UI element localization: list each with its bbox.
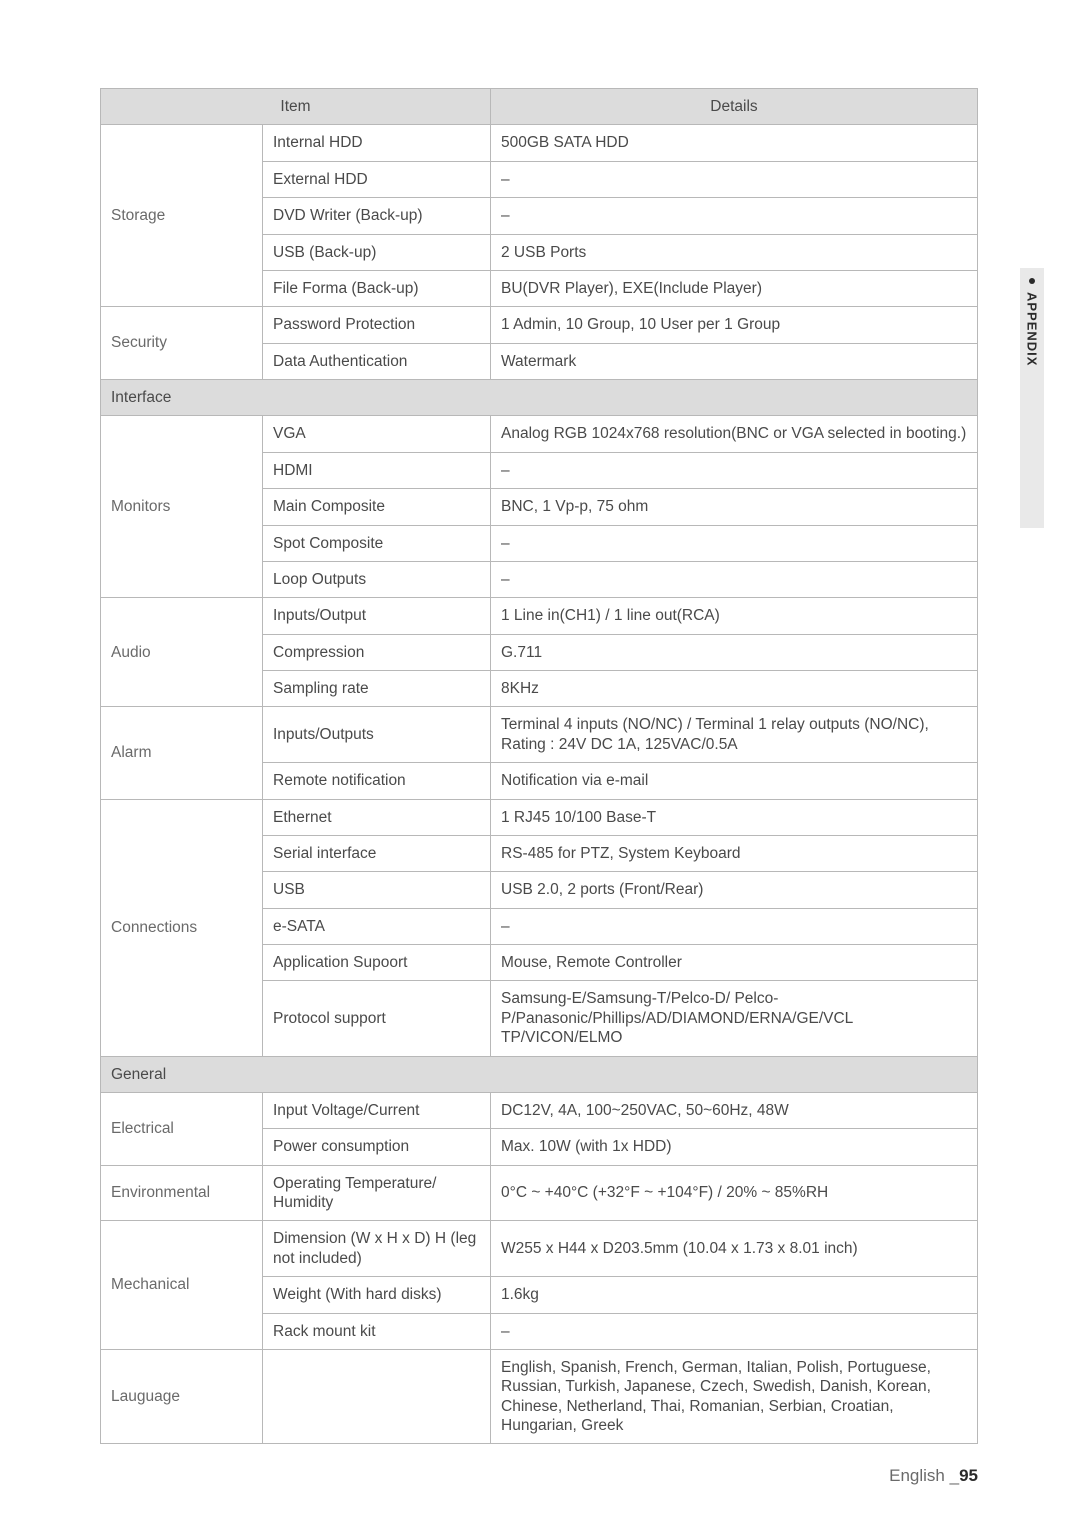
- spec-label: Dimension (W x H x D) H (leg not include…: [263, 1221, 491, 1277]
- footer-page-number: 95: [959, 1466, 978, 1485]
- category-environmental: Environmental: [101, 1165, 263, 1221]
- spec-label: Remote notification: [263, 763, 491, 799]
- page-footer: English _95: [889, 1466, 978, 1486]
- spec-label: Sampling rate: [263, 671, 491, 707]
- spec-label: DVD Writer (Back-up): [263, 198, 491, 234]
- spec-label: Internal HDD: [263, 125, 491, 161]
- spec-value: 0°C ~ +40°C (+32°F ~ +104°F) / 20% ~ 85%…: [491, 1165, 978, 1221]
- spec-value: 8KHz: [491, 671, 978, 707]
- spec-value: –: [491, 161, 978, 197]
- spec-value: 1.6kg: [491, 1277, 978, 1313]
- spec-value: English, Spanish, French, German, Italia…: [491, 1349, 978, 1444]
- side-tab-label: APPENDIX: [1025, 292, 1040, 366]
- spec-label: Spot Composite: [263, 525, 491, 561]
- table-row: Security Password Protection 1 Admin, 10…: [101, 307, 978, 343]
- bullet-icon: [1029, 278, 1035, 284]
- spec-value: –: [491, 452, 978, 488]
- spec-value: RS-485 for PTZ, System Keyboard: [491, 835, 978, 871]
- spec-value: Notification via e-mail: [491, 763, 978, 799]
- category-storage: Storage: [101, 125, 263, 307]
- table-row: Audio Inputs/Output 1 Line in(CH1) / 1 l…: [101, 598, 978, 634]
- section-label: Interface: [101, 380, 978, 416]
- category-mechanical: Mechanical: [101, 1221, 263, 1350]
- category-language: Lauguage: [101, 1349, 263, 1444]
- spec-label: Inputs/Output: [263, 598, 491, 634]
- section-general: General: [101, 1056, 978, 1092]
- footer-sep: _: [945, 1466, 959, 1485]
- spec-value: –: [491, 561, 978, 597]
- spec-label: Compression: [263, 634, 491, 670]
- spec-label: [263, 1349, 491, 1444]
- page: Item Details Storage Internal HDD 500GB …: [0, 0, 1080, 1530]
- category-security: Security: [101, 307, 263, 380]
- spec-label: USB (Back-up): [263, 234, 491, 270]
- spec-value: Samsung-E/Samsung-T/Pelco-D/ Pelco-P/Pan…: [491, 981, 978, 1056]
- spec-label: File Forma (Back-up): [263, 270, 491, 306]
- spec-value: BU(DVR Player), EXE(Include Player): [491, 270, 978, 306]
- category-audio: Audio: [101, 598, 263, 707]
- spec-value: –: [491, 1313, 978, 1349]
- category-alarm: Alarm: [101, 707, 263, 799]
- spec-value: Analog RGB 1024x768 resolution(BNC or VG…: [491, 416, 978, 452]
- spec-label: USB: [263, 872, 491, 908]
- spec-value: 500GB SATA HDD: [491, 125, 978, 161]
- spec-value: 1 Admin, 10 Group, 10 User per 1 Group: [491, 307, 978, 343]
- spec-table: Item Details Storage Internal HDD 500GB …: [100, 88, 978, 1444]
- spec-label: Inputs/Outputs: [263, 707, 491, 763]
- spec-value: Watermark: [491, 343, 978, 379]
- spec-label: Weight (With hard disks): [263, 1277, 491, 1313]
- spec-label: Ethernet: [263, 799, 491, 835]
- spec-value: –: [491, 908, 978, 944]
- table-row: Lauguage English, Spanish, French, Germa…: [101, 1349, 978, 1444]
- spec-value: BNC, 1 Vp-p, 75 ohm: [491, 489, 978, 525]
- spec-label: Protocol support: [263, 981, 491, 1056]
- section-label: General: [101, 1056, 978, 1092]
- spec-value: USB 2.0, 2 ports (Front/Rear): [491, 872, 978, 908]
- category-electrical: Electrical: [101, 1092, 263, 1165]
- spec-label: Power consumption: [263, 1129, 491, 1165]
- category-connections: Connections: [101, 799, 263, 1056]
- table-row: Mechanical Dimension (W x H x D) H (leg …: [101, 1221, 978, 1277]
- table-row: Monitors VGA Analog RGB 1024x768 resolut…: [101, 416, 978, 452]
- category-monitors: Monitors: [101, 416, 263, 598]
- spec-label: VGA: [263, 416, 491, 452]
- spec-value: Mouse, Remote Controller: [491, 945, 978, 981]
- spec-value: 1 Line in(CH1) / 1 line out(RCA): [491, 598, 978, 634]
- spec-label: Input Voltage/Current: [263, 1092, 491, 1128]
- section-interface: Interface: [101, 380, 978, 416]
- spec-label: External HDD: [263, 161, 491, 197]
- spec-value: W255 x H44 x D203.5mm (10.04 x 1.73 x 8.…: [491, 1221, 978, 1277]
- table-row: Connections Ethernet 1 RJ45 10/100 Base-…: [101, 799, 978, 835]
- header-details: Details: [491, 89, 978, 125]
- footer-language: English: [889, 1466, 945, 1485]
- table-row: Environmental Operating Temperature/ Hum…: [101, 1165, 978, 1221]
- spec-value: DC12V, 4A, 100~250VAC, 50~60Hz, 48W: [491, 1092, 978, 1128]
- spec-label: e-SATA: [263, 908, 491, 944]
- table-row: Storage Internal HDD 500GB SATA HDD: [101, 125, 978, 161]
- spec-label: Data Authentication: [263, 343, 491, 379]
- table-header-row: Item Details: [101, 89, 978, 125]
- spec-value: Max. 10W (with 1x HDD): [491, 1129, 978, 1165]
- spec-value: G.711: [491, 634, 978, 670]
- spec-label: Loop Outputs: [263, 561, 491, 597]
- spec-label: Main Composite: [263, 489, 491, 525]
- spec-label: Application Supoort: [263, 945, 491, 981]
- table-row: Electrical Input Voltage/Current DC12V, …: [101, 1092, 978, 1128]
- spec-label: Operating Temperature/ Humidity: [263, 1165, 491, 1221]
- spec-value: 1 RJ45 10/100 Base-T: [491, 799, 978, 835]
- spec-value: Terminal 4 inputs (NO/NC) / Terminal 1 r…: [491, 707, 978, 763]
- spec-label: Rack mount kit: [263, 1313, 491, 1349]
- spec-value: –: [491, 525, 978, 561]
- header-item: Item: [101, 89, 491, 125]
- spec-label: Password Protection: [263, 307, 491, 343]
- side-tab: APPENDIX: [1020, 268, 1044, 528]
- spec-label: Serial interface: [263, 835, 491, 871]
- spec-value: –: [491, 198, 978, 234]
- spec-label: HDMI: [263, 452, 491, 488]
- table-row: Alarm Inputs/Outputs Terminal 4 inputs (…: [101, 707, 978, 763]
- spec-value: 2 USB Ports: [491, 234, 978, 270]
